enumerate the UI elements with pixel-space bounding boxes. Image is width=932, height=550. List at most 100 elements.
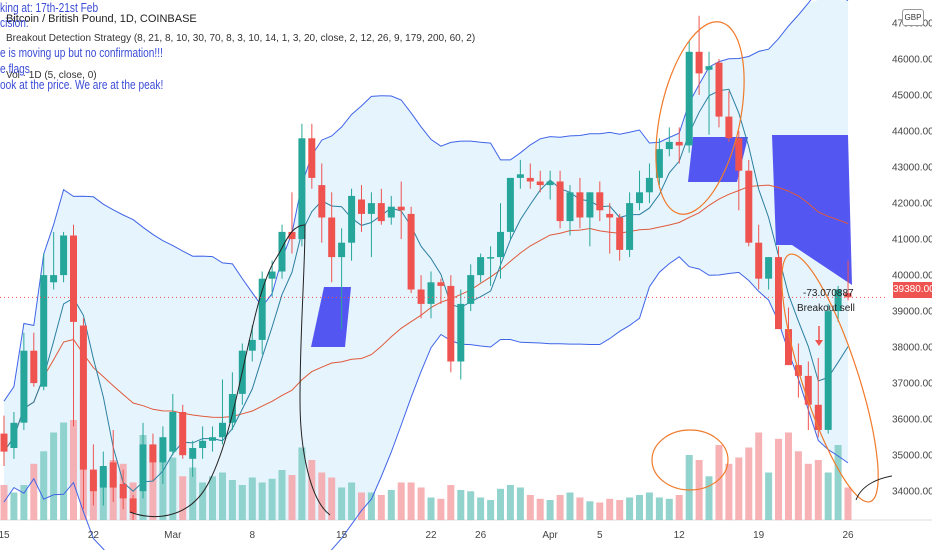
candle-body[interactable] <box>785 329 792 366</box>
price-axis-pane[interactable] <box>888 0 932 520</box>
x-tick-label: Mar <box>164 530 182 541</box>
candle-body[interactable] <box>407 213 415 290</box>
candle-body[interactable] <box>288 231 296 240</box>
candle-body[interactable] <box>804 375 812 405</box>
candle-body[interactable] <box>89 469 97 492</box>
candle-body[interactable] <box>566 192 574 222</box>
candle-body[interactable] <box>685 51 693 146</box>
volume-bar <box>50 432 58 520</box>
candle-body[interactable] <box>447 285 455 362</box>
candle-body[interactable] <box>735 138 743 171</box>
candle-body[interactable] <box>556 181 564 222</box>
candle-body[interactable] <box>20 350 28 423</box>
candle-body[interactable] <box>616 217 624 250</box>
y-tick-label: 41000.00 <box>892 235 932 246</box>
candle-body[interactable] <box>477 257 485 276</box>
candle-body[interactable] <box>814 404 822 430</box>
candle-body[interactable] <box>30 350 38 384</box>
candle-body[interactable] <box>705 66 713 70</box>
candle-body[interactable] <box>119 484 127 499</box>
candle-body[interactable] <box>50 275 58 283</box>
candle-body[interactable] <box>626 203 634 250</box>
candle-body[interactable] <box>487 257 495 259</box>
candle-body[interactable] <box>109 462 117 488</box>
candle-body[interactable] <box>70 235 77 322</box>
candle-body[interactable] <box>775 257 782 330</box>
candle-body[interactable] <box>546 181 554 186</box>
candle-body[interactable] <box>219 422 226 438</box>
candle-body[interactable] <box>824 311 832 430</box>
candle-body[interactable] <box>248 339 256 351</box>
volume-bar <box>655 497 663 520</box>
candle-body[interactable] <box>497 231 504 258</box>
candle-body[interactable] <box>745 170 753 243</box>
candle-body[interactable] <box>755 242 763 279</box>
volume-bar <box>844 487 852 520</box>
candle-body[interactable] <box>526 177 534 182</box>
candle-body[interactable] <box>308 138 316 178</box>
candle-body[interactable] <box>606 213 614 218</box>
candle-body[interactable] <box>40 275 48 387</box>
candle-body[interactable] <box>0 433 8 452</box>
candle-body[interactable] <box>139 444 147 492</box>
candle-body[interactable] <box>129 498 137 513</box>
volume-bar <box>735 457 743 520</box>
candle-body[interactable] <box>655 149 663 178</box>
candle-body[interactable] <box>586 192 594 218</box>
candle-body[interactable] <box>209 437 216 441</box>
candle-body[interactable] <box>159 437 167 463</box>
volume-bar <box>814 460 822 520</box>
candle-body[interactable] <box>437 282 445 286</box>
candle-body[interactable] <box>328 217 336 258</box>
candle-body[interactable] <box>179 412 187 456</box>
candle-body[interactable] <box>834 289 842 312</box>
candle-body[interactable] <box>228 394 236 423</box>
candle-body[interactable] <box>506 177 514 232</box>
candle-body[interactable] <box>596 192 604 211</box>
candle-body[interactable] <box>645 177 653 193</box>
candle-body[interactable] <box>10 422 18 448</box>
currency-badge[interactable]: GBP <box>902 9 924 26</box>
y-tick-label: 38000.00 <box>892 343 932 354</box>
candle-body[interactable] <box>844 293 852 298</box>
candle-body[interactable] <box>348 195 356 243</box>
volume-bar <box>219 472 226 520</box>
candle-body[interactable] <box>457 303 465 362</box>
candle-body[interactable] <box>149 444 157 463</box>
candle-body[interactable] <box>79 325 87 470</box>
candle-body[interactable] <box>536 181 544 186</box>
candle-body[interactable] <box>377 203 385 222</box>
candle-body[interactable] <box>765 257 773 279</box>
candle-body[interactable] <box>576 192 584 218</box>
candle-body[interactable] <box>60 235 68 276</box>
candle-body[interactable] <box>725 116 733 139</box>
candle-body[interactable] <box>695 51 703 74</box>
candle-body[interactable] <box>367 203 375 214</box>
time-axis-pane[interactable] <box>0 520 932 550</box>
volume-bar <box>60 422 68 520</box>
candle-body[interactable] <box>189 448 197 459</box>
candle-body[interactable] <box>258 278 266 340</box>
candle-body[interactable] <box>467 275 475 304</box>
candle-body[interactable] <box>298 138 306 240</box>
peak-circle-drawing <box>655 21 745 215</box>
candle-body[interactable] <box>387 206 395 218</box>
candle-body[interactable] <box>268 271 276 279</box>
candle-body[interactable] <box>169 412 177 452</box>
candle-body[interactable] <box>665 141 673 150</box>
candle-body[interactable] <box>417 289 425 304</box>
volume-bar <box>288 475 296 520</box>
candle-body[interactable] <box>715 62 723 117</box>
candle-body[interactable] <box>199 440 207 448</box>
candle-body[interactable] <box>397 206 405 211</box>
candle-body[interactable] <box>516 174 524 178</box>
candle-body[interactable] <box>636 192 643 204</box>
candle-body[interactable] <box>338 242 346 258</box>
candle-body[interactable] <box>675 141 683 146</box>
candle-body[interactable] <box>318 185 326 218</box>
candle-body[interactable] <box>427 282 435 304</box>
candle-body[interactable] <box>278 231 286 272</box>
candle-body[interactable] <box>99 466 107 488</box>
candle-body[interactable] <box>358 199 365 214</box>
